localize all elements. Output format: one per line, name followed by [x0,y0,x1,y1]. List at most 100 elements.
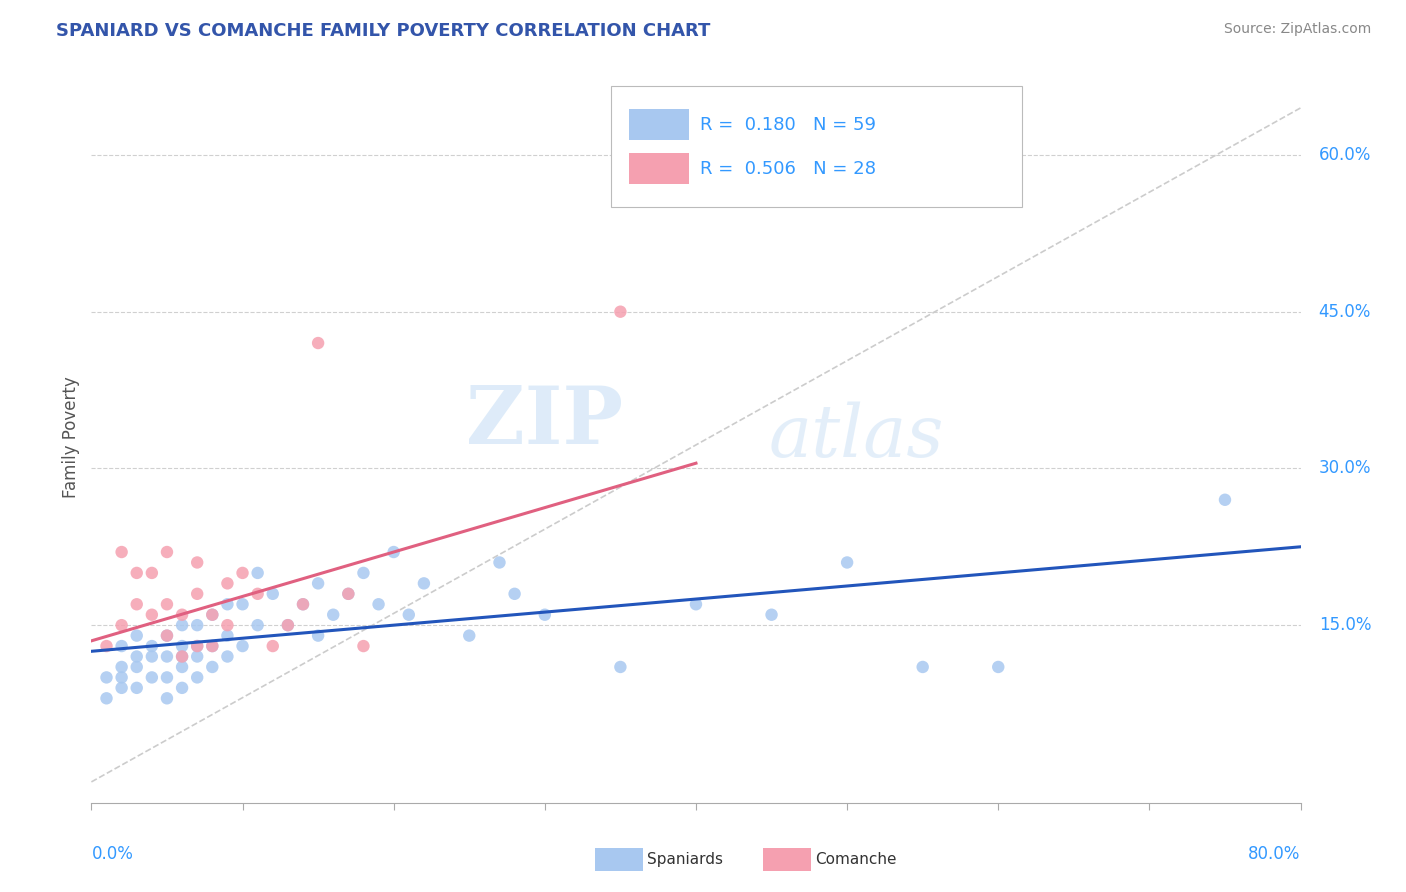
Point [125,681,148,695]
Point [186,670,208,684]
Text: 0.0%: 0.0% [91,845,134,863]
Point [217,629,239,643]
Point [125,649,148,664]
Point [292,597,315,611]
Point [172,681,194,695]
Point [322,607,344,622]
Point [685,597,707,611]
Point [156,545,179,559]
Point [231,639,253,653]
Point [141,566,163,580]
Point [96,691,118,706]
Point [201,660,224,674]
Point [217,618,239,632]
Point [111,639,132,653]
Point [217,576,239,591]
Point [609,304,631,318]
Point [1213,492,1236,507]
Point [533,607,555,622]
Point [125,597,148,611]
Point [186,639,208,653]
Point [337,587,360,601]
Point [201,639,224,653]
Text: Comanche: Comanche [815,853,897,867]
Point [172,649,194,664]
Point [186,639,208,653]
Point [201,639,224,653]
Text: R =  0.180   N = 59: R = 0.180 N = 59 [700,116,876,134]
Point [987,660,1010,674]
Point [292,597,315,611]
Point [761,607,783,622]
Point [201,607,224,622]
Point [125,660,148,674]
Text: 15.0%: 15.0% [1319,616,1371,634]
Point [96,670,118,684]
Text: Spaniards: Spaniards [647,853,723,867]
FancyBboxPatch shape [630,110,689,140]
Point [609,660,631,674]
Text: ZIP: ZIP [467,384,623,461]
Text: 60.0%: 60.0% [1319,146,1371,164]
FancyBboxPatch shape [630,153,689,184]
Point [413,576,436,591]
Point [156,597,179,611]
Point [172,639,194,653]
Point [156,691,179,706]
Point [262,639,284,653]
Point [125,629,148,643]
Point [352,639,374,653]
Y-axis label: Family Poverty: Family Poverty [62,376,80,498]
Point [337,587,360,601]
Point [307,336,329,351]
Point [111,545,132,559]
Point [246,618,269,632]
Point [217,649,239,664]
Point [172,660,194,674]
Point [186,556,208,570]
Text: atlas: atlas [769,401,943,473]
Text: Source: ZipAtlas.com: Source: ZipAtlas.com [1223,22,1371,37]
Point [111,670,132,684]
Point [186,649,208,664]
Point [277,618,299,632]
Point [382,545,405,559]
Point [398,607,420,622]
Point [488,556,510,570]
Point [156,629,179,643]
Point [111,660,132,674]
Point [186,618,208,632]
Point [503,587,526,601]
Point [172,618,194,632]
Point [367,597,389,611]
Point [156,649,179,664]
Point [156,629,179,643]
Point [246,587,269,601]
Point [96,639,118,653]
Point [141,639,163,653]
Point [125,566,148,580]
Point [307,576,329,591]
Point [156,670,179,684]
Point [835,556,858,570]
Point [307,629,329,643]
Point [172,649,194,664]
Point [246,566,269,580]
Point [231,597,253,611]
Point [262,587,284,601]
FancyBboxPatch shape [612,86,1022,207]
Point [141,607,163,622]
Text: 80.0%: 80.0% [1249,845,1301,863]
Point [201,607,224,622]
Text: 30.0%: 30.0% [1319,459,1371,477]
Point [217,597,239,611]
Point [277,618,299,632]
Point [111,618,132,632]
Point [352,566,374,580]
Point [172,607,194,622]
Point [141,670,163,684]
Point [186,587,208,601]
Text: R =  0.506   N = 28: R = 0.506 N = 28 [700,160,876,178]
Point [231,566,253,580]
Text: SPANIARD VS COMANCHE FAMILY POVERTY CORRELATION CHART: SPANIARD VS COMANCHE FAMILY POVERTY CORR… [56,22,710,40]
